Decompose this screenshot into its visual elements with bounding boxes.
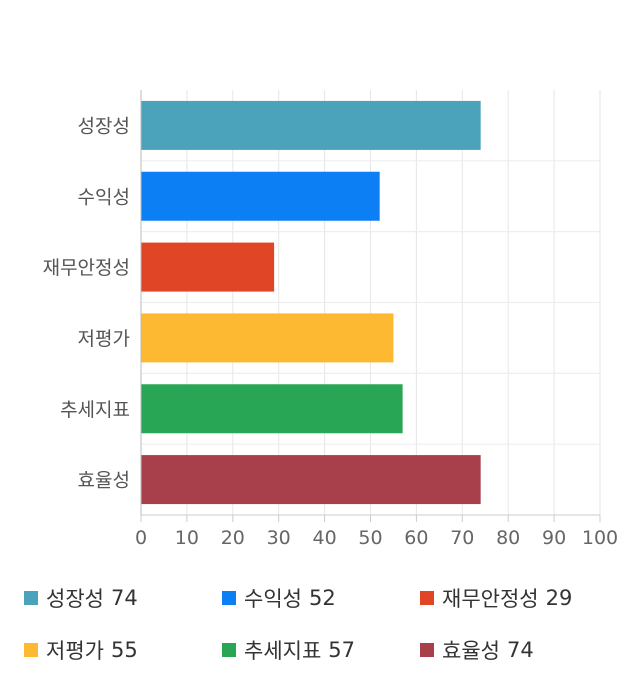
legend-value: 74 — [110, 586, 138, 610]
category-label: 성장성 — [78, 115, 130, 137]
x-tick-label: 70 — [450, 527, 474, 549]
legend-swatch — [420, 591, 434, 605]
legend-label: 저평가 — [46, 639, 104, 663]
legend-swatch — [222, 591, 236, 605]
legend-label: 추세지표 — [244, 639, 322, 663]
bar — [141, 171, 380, 221]
x-tick-label: 10 — [175, 527, 199, 549]
legend-value: 52 — [308, 586, 336, 610]
bar — [141, 384, 403, 434]
x-tick-label: 50 — [358, 527, 382, 549]
x-tick-label: 30 — [267, 527, 291, 549]
category-label: 효율성 — [78, 470, 130, 492]
x-tick-label: 80 — [496, 527, 520, 549]
legend-item-growth[interactable]: 성장성 74 — [24, 578, 138, 618]
legend-item-trend[interactable]: 추세지표 57 — [222, 630, 355, 670]
bar — [141, 242, 275, 292]
legend-swatch — [24, 591, 38, 605]
bar — [141, 455, 481, 505]
bar — [141, 313, 394, 363]
legend-label: 수익성 — [244, 587, 302, 611]
legend-value: 57 — [328, 638, 356, 662]
legend-item-profitability[interactable]: 수익성 52 — [222, 578, 336, 618]
legend-swatch — [222, 643, 236, 657]
legend-item-undervalued[interactable]: 저평가 55 — [24, 630, 138, 670]
legend-item-efficiency[interactable]: 효율성 74 — [420, 630, 534, 670]
x-tick-label: 0 — [135, 527, 147, 549]
legend-swatch — [420, 643, 434, 657]
category-label: 저평가 — [78, 328, 130, 350]
legend-value: 74 — [506, 638, 534, 662]
legend-swatch — [24, 643, 38, 657]
chart-legend: 성장성 74 수익성 52 재무안정성 29 저평가 55 추세지표 57 효율… — [0, 578, 640, 688]
x-tick-label: 90 — [542, 527, 566, 549]
category-label: 수익성 — [78, 186, 130, 208]
legend-value: 29 — [545, 586, 573, 610]
x-tick-label: 100 — [582, 527, 618, 549]
bar — [141, 100, 481, 150]
category-label: 재무안정성 — [43, 257, 130, 279]
bar-chart: 0 10 20 30 40 50 60 70 80 90 100 성장성수익성재무안정성저평가추세지표… — [43, 90, 618, 549]
legend-item-stability[interactable]: 재무안정성 29 — [420, 578, 572, 618]
legend-label: 재무안정성 — [442, 587, 539, 611]
legend-label: 효율성 — [442, 639, 500, 663]
x-tick-label: 20 — [221, 527, 245, 549]
x-tick-label: 40 — [313, 527, 337, 549]
category-label: 추세지표 — [60, 399, 130, 421]
x-tick-label: 60 — [404, 527, 428, 549]
legend-label: 성장성 — [46, 587, 104, 611]
legend-value: 55 — [110, 638, 138, 662]
